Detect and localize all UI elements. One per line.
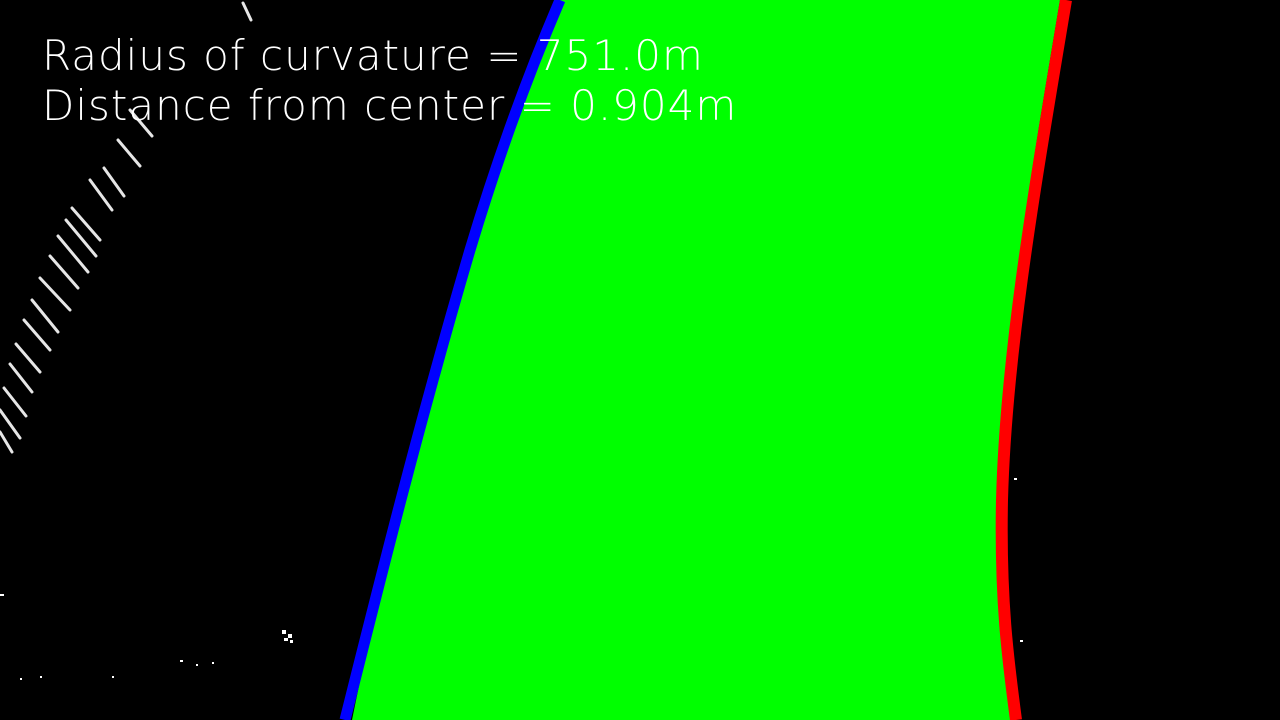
left-lane-line [339, 0, 566, 720]
center-offset-readout: Distance from center = 0.904m [42, 81, 738, 130]
curvature-readout: Radius of curvature = 751.0m [42, 31, 704, 80]
lane-area [352, 0, 1060, 720]
road-speckles [0, 478, 1023, 680]
right-lane-line [995, 0, 1072, 720]
left-lane-marking-streak [0, 1, 253, 454]
road-markings [0, 1, 1023, 680]
